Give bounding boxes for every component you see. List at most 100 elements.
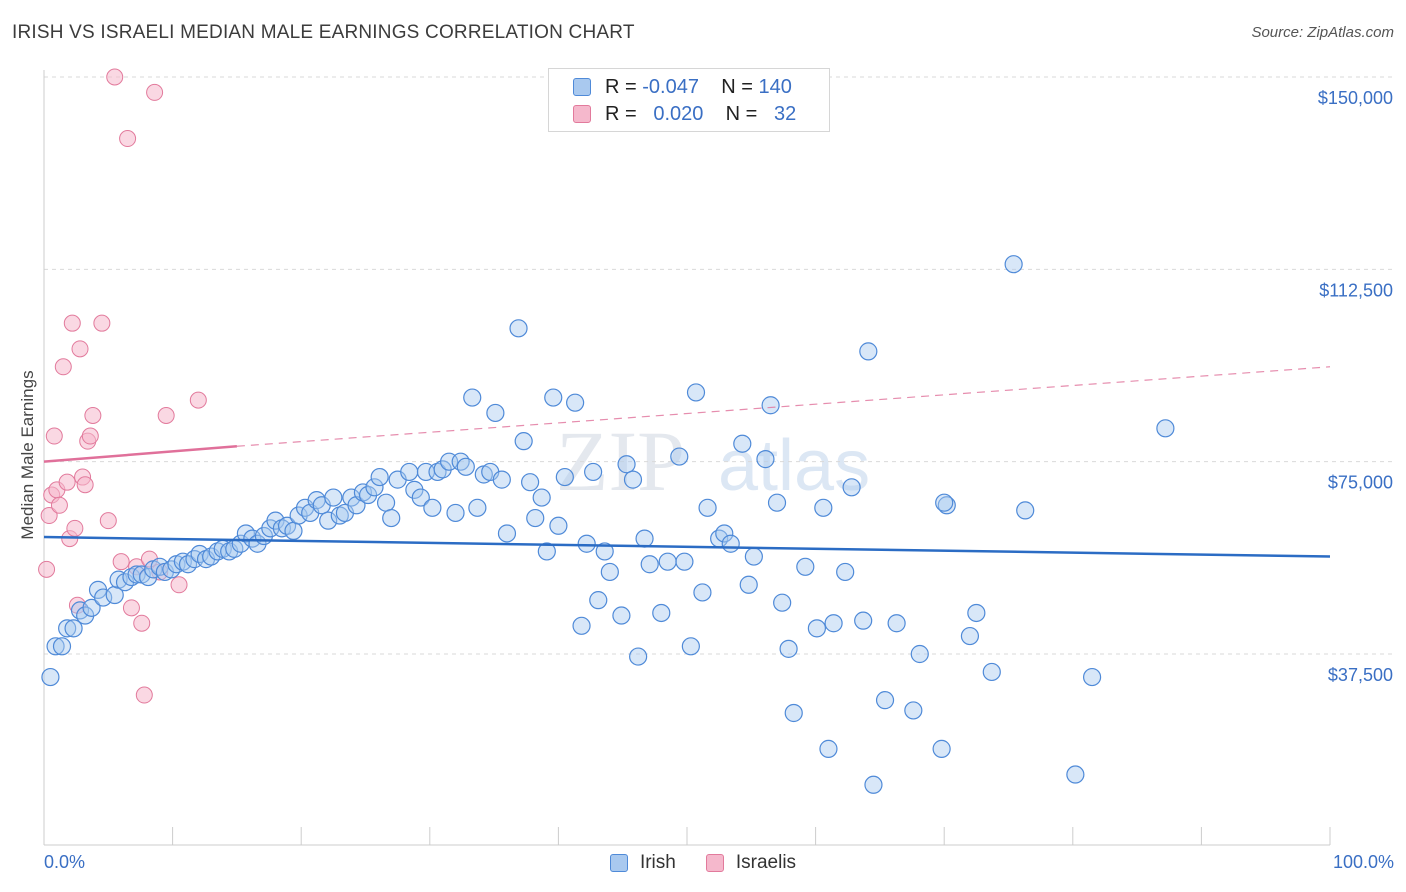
irish-point xyxy=(319,511,338,530)
y-tick-label: $37,500 xyxy=(1328,665,1393,685)
irish-point xyxy=(105,585,124,605)
irish-point xyxy=(982,662,1001,682)
irish-point xyxy=(698,498,717,517)
irish-point xyxy=(382,508,401,528)
irish-point xyxy=(859,342,878,361)
israelis-point xyxy=(146,83,164,101)
israelis-point xyxy=(106,68,124,86)
irish-points xyxy=(41,255,1175,794)
irish-point xyxy=(428,462,447,482)
israelis-swatch xyxy=(573,105,591,123)
irish-point xyxy=(468,498,487,517)
irish-legend-swatch xyxy=(609,854,628,872)
irish-point xyxy=(640,555,659,574)
irish-point xyxy=(756,450,775,469)
irish-point xyxy=(773,593,792,612)
irish-point xyxy=(854,611,873,630)
irish-point xyxy=(910,644,929,664)
irish-point xyxy=(46,637,65,656)
irish-point xyxy=(284,521,303,541)
irish-point xyxy=(807,619,826,638)
irish-point xyxy=(451,452,470,471)
israelis-point xyxy=(133,614,151,632)
irish-point xyxy=(537,542,556,561)
source-label: Source: ZipAtlas.com xyxy=(1251,24,1394,41)
israelis-point xyxy=(84,407,102,425)
israelis-point xyxy=(40,507,58,525)
x-tick-max: 100.0% xyxy=(1332,852,1394,872)
israelis-trend-extension xyxy=(236,366,1331,447)
irish-point xyxy=(864,775,883,794)
irish-point xyxy=(456,457,475,476)
chart-title: IRISH VS ISRAELI MEDIAN MALE EARNINGS CO… xyxy=(12,22,635,43)
legend-n-value: 140 xyxy=(758,75,792,98)
irish-point xyxy=(686,383,706,402)
irish-point xyxy=(814,498,833,517)
irish-point xyxy=(595,542,614,561)
irish-point xyxy=(370,467,389,487)
irish-point xyxy=(600,562,619,582)
irish-point xyxy=(577,534,596,553)
irish-point xyxy=(70,601,90,620)
irish-point xyxy=(887,614,906,633)
irish-point xyxy=(715,524,734,543)
irish-point xyxy=(549,516,568,535)
israelis-point xyxy=(81,427,99,445)
irish-point xyxy=(784,703,803,723)
watermark-zip: ZIP xyxy=(556,413,685,509)
irish-point xyxy=(670,447,689,466)
irish-point xyxy=(555,467,574,487)
israelis-point xyxy=(38,560,56,578)
irish-point xyxy=(532,488,551,507)
stats-legend: R = -0.047 N = 140 R = 0.020 N = 32 xyxy=(548,68,830,132)
irish-point xyxy=(617,455,636,474)
irish-point xyxy=(572,616,591,635)
israelis-point xyxy=(135,686,153,704)
legend-israelis-label: Israelis xyxy=(735,852,797,873)
irish-point xyxy=(652,603,671,623)
irish-point xyxy=(584,462,603,482)
irish-point xyxy=(612,606,631,625)
irish-point xyxy=(41,667,60,687)
legend-n-label: N = xyxy=(721,75,753,98)
irish-point xyxy=(486,403,505,423)
irish-point xyxy=(693,583,712,602)
irish-point xyxy=(739,575,758,594)
irish-point xyxy=(1004,255,1023,274)
irish-trend-line xyxy=(43,535,1331,558)
irish-point xyxy=(744,547,763,566)
irish-point xyxy=(960,626,980,646)
israelis-point xyxy=(54,358,72,376)
irish-point xyxy=(875,691,895,710)
grid-lines xyxy=(44,76,1396,655)
legend-irish-label: Irish xyxy=(639,852,676,873)
y-tick-label: $150,000 xyxy=(1318,88,1393,108)
irish-point xyxy=(376,493,396,512)
irish-point xyxy=(52,637,72,656)
irish-point xyxy=(824,614,843,633)
israelis-point xyxy=(50,496,68,514)
irish-point xyxy=(658,552,677,571)
legend-item-irish: Irish xyxy=(609,852,676,874)
irish-point xyxy=(589,591,608,610)
irish-point xyxy=(721,534,740,553)
legend-n-label: N = xyxy=(725,102,758,125)
irish-point xyxy=(330,506,349,525)
israelis-point xyxy=(58,473,76,491)
israelis-point xyxy=(45,427,63,445)
series-legend: Irish Israelis xyxy=(0,852,1406,874)
israelis-point xyxy=(119,130,137,148)
israelis-point xyxy=(112,553,130,571)
israelis-legend-swatch xyxy=(705,854,724,872)
y-tick-label: $75,000 xyxy=(1328,473,1393,493)
irish-point xyxy=(400,462,419,482)
irish-point xyxy=(411,488,430,507)
irish-point xyxy=(779,639,798,658)
irish-point xyxy=(623,470,643,489)
israelis-point xyxy=(189,391,207,409)
irish-point xyxy=(492,470,511,489)
irish-point xyxy=(94,588,113,607)
irish-point xyxy=(932,739,951,758)
irish-point xyxy=(463,388,482,407)
